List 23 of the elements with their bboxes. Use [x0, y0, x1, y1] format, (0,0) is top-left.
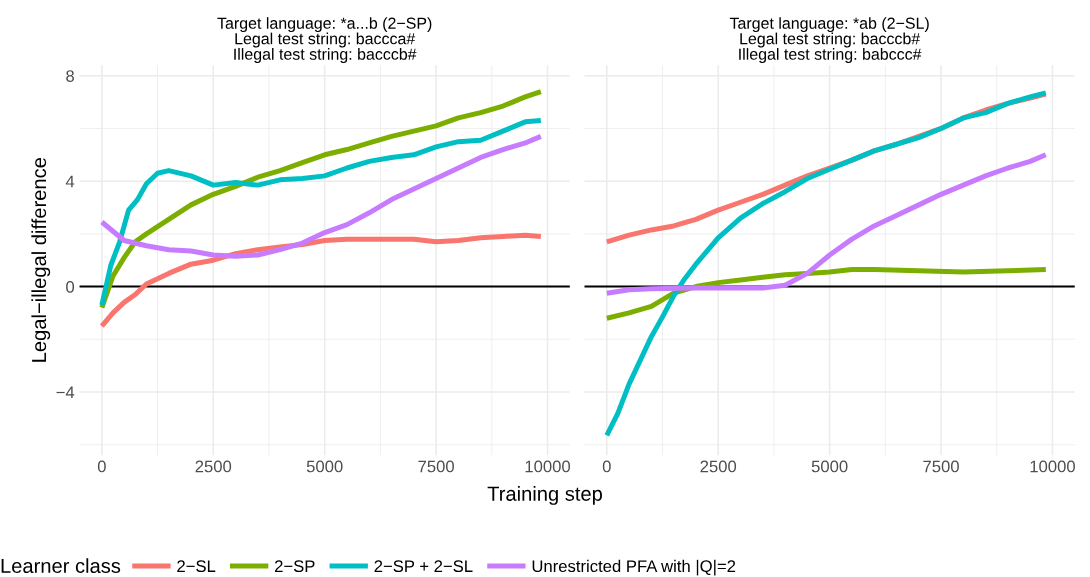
legend-title: Learner class — [1, 558, 121, 574]
x-axis-title: Training step — [487, 486, 602, 505]
x-tick-label: 7500 — [923, 460, 959, 473]
legend-label: Unrestricted PFA with |Q|=2 — [532, 559, 736, 576]
x-tick-label: 2500 — [700, 460, 737, 473]
y-tick-label: 8 — [66, 70, 74, 82]
x-tick-label: 7500 — [418, 460, 454, 473]
x-tick-label: 5000 — [306, 460, 343, 473]
x-tick-label: 10000 — [525, 460, 571, 473]
x-tick-label: 2500 — [195, 460, 232, 473]
legend-label: 2−SL — [177, 560, 216, 573]
chart-title: Target language: *ab (2−SL) Legal test string: bacccb# Illegal test string: babccc# — [729, 17, 929, 63]
x-tick-label: 0 — [602, 460, 611, 473]
legend-label: 2−SP — [275, 560, 315, 573]
y-tick-label: 0 — [66, 280, 75, 293]
y-tick-label: −4 — [56, 386, 75, 399]
chart-title: Target language: *a...b (2−SP) Legal test string: baccca# Illegal test string: bacccb# — [217, 17, 432, 63]
y-tick-label: 4 — [65, 175, 75, 188]
x-tick-label: 10000 — [1030, 460, 1075, 473]
x-tick-label: 0 — [97, 460, 106, 473]
x-tick-label: 5000 — [811, 460, 848, 473]
y-axis-title: Legal−illegal difference — [31, 158, 51, 362]
legend-label: 2−SP + 2−SL — [374, 560, 473, 573]
